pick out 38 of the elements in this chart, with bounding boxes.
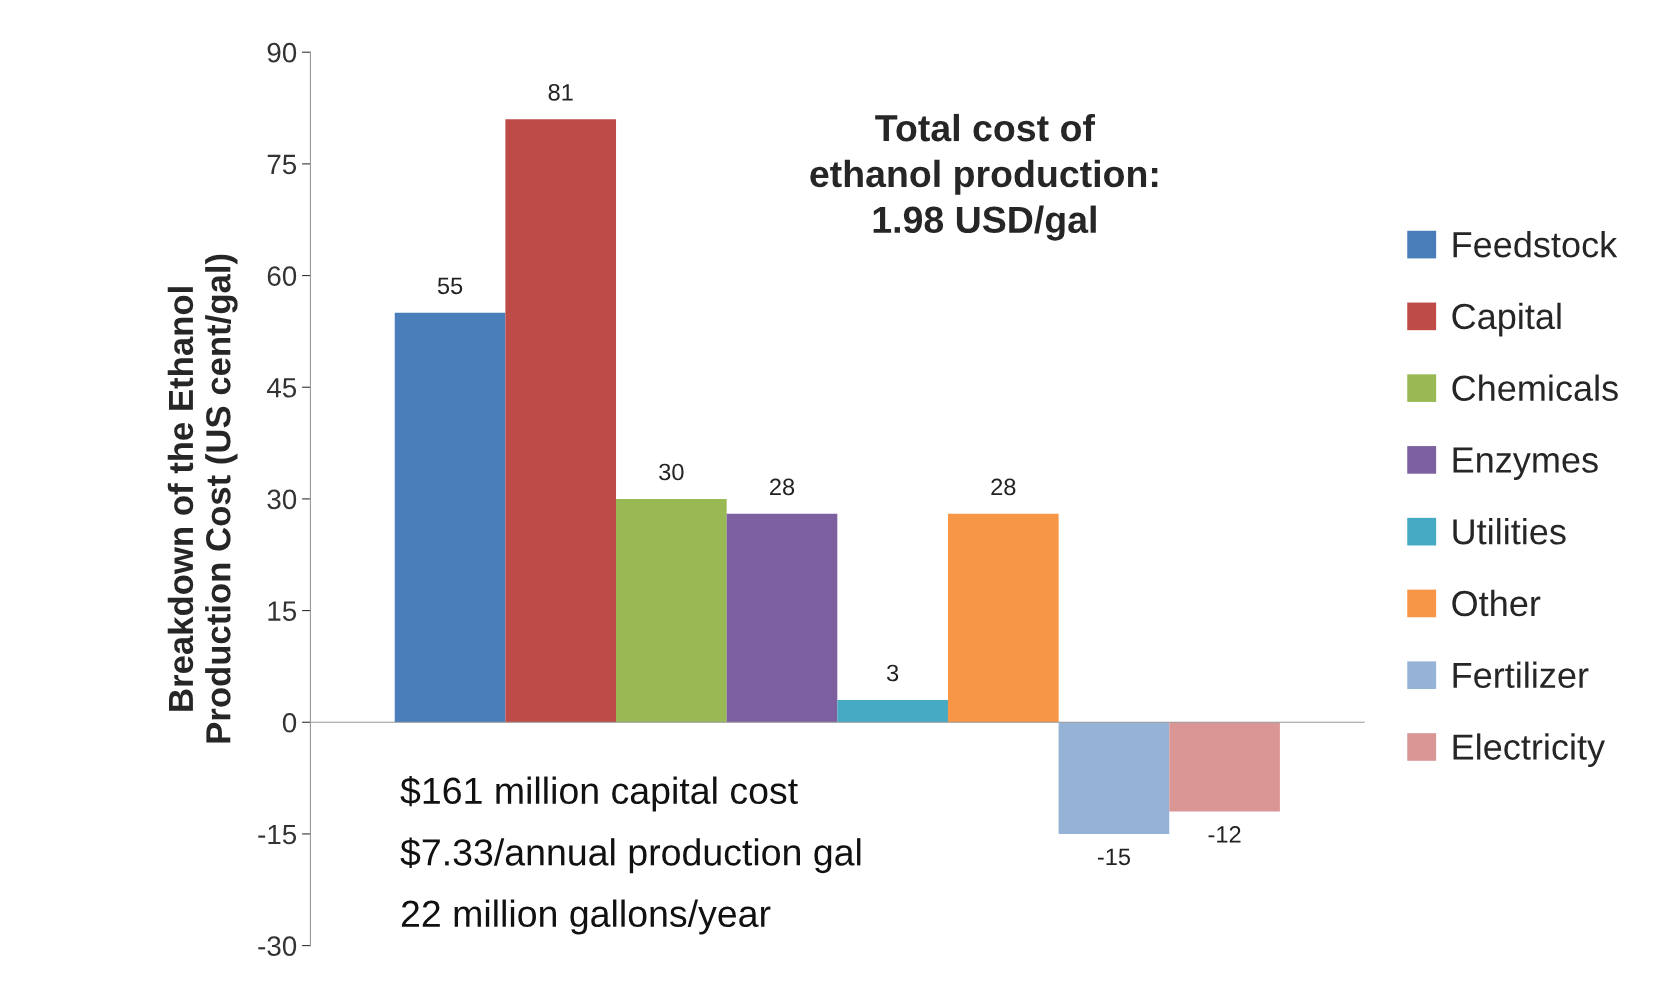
legend-label: Other	[1452, 589, 1541, 617]
y-tick-label: 45	[266, 378, 297, 398]
data-label: 3	[886, 664, 899, 682]
data-label: -15	[1097, 848, 1131, 866]
annotation: $7.33/annual production gal	[400, 837, 861, 874]
data-label: 28	[770, 478, 795, 496]
bar	[947, 513, 1059, 723]
legend-label: Chemicals	[1452, 374, 1618, 402]
bar	[1058, 722, 1170, 834]
y-tick-label: -30	[258, 936, 297, 956]
y-tick-label: 75	[267, 154, 297, 175]
bar	[837, 699, 948, 723]
data-label: 30	[659, 463, 684, 481]
bar	[505, 119, 617, 723]
legend-label: Electricity	[1453, 733, 1606, 768]
legend-label: Capital	[1452, 302, 1561, 337]
legend-label: Utilities	[1453, 518, 1566, 545]
y-tick-label: 30	[267, 489, 297, 510]
data-label: 81	[548, 83, 573, 101]
legend-label: Enzymes	[1453, 447, 1598, 480]
y-axis-title: Breakdown of the Ethanol Production Cost (US cent/gal)	[167, 254, 238, 743]
bar	[616, 498, 727, 723]
data-label: 55	[437, 277, 463, 295]
y-tick-label: 90	[267, 42, 297, 63]
annotation: $161 million capital cost	[400, 775, 798, 812]
bar	[726, 513, 838, 723]
legend-label: Feedstock	[1453, 230, 1618, 258]
bar	[1169, 722, 1280, 812]
data-label: 28	[991, 478, 1016, 496]
y-tick-label: 60	[267, 266, 297, 286]
y-tick-label: 15	[268, 601, 297, 621]
y-tick-label: 0	[282, 712, 297, 733]
legend-label: Fertilizer	[1453, 661, 1589, 689]
annotation: 22 million gallons/year	[401, 899, 771, 935]
data-label: -12	[1208, 826, 1241, 843]
y-tick-label: -15	[258, 824, 297, 845]
bar	[394, 312, 506, 723]
text: Total cost of ethanol production: 1.98 USD/gal	[810, 113, 1158, 241]
